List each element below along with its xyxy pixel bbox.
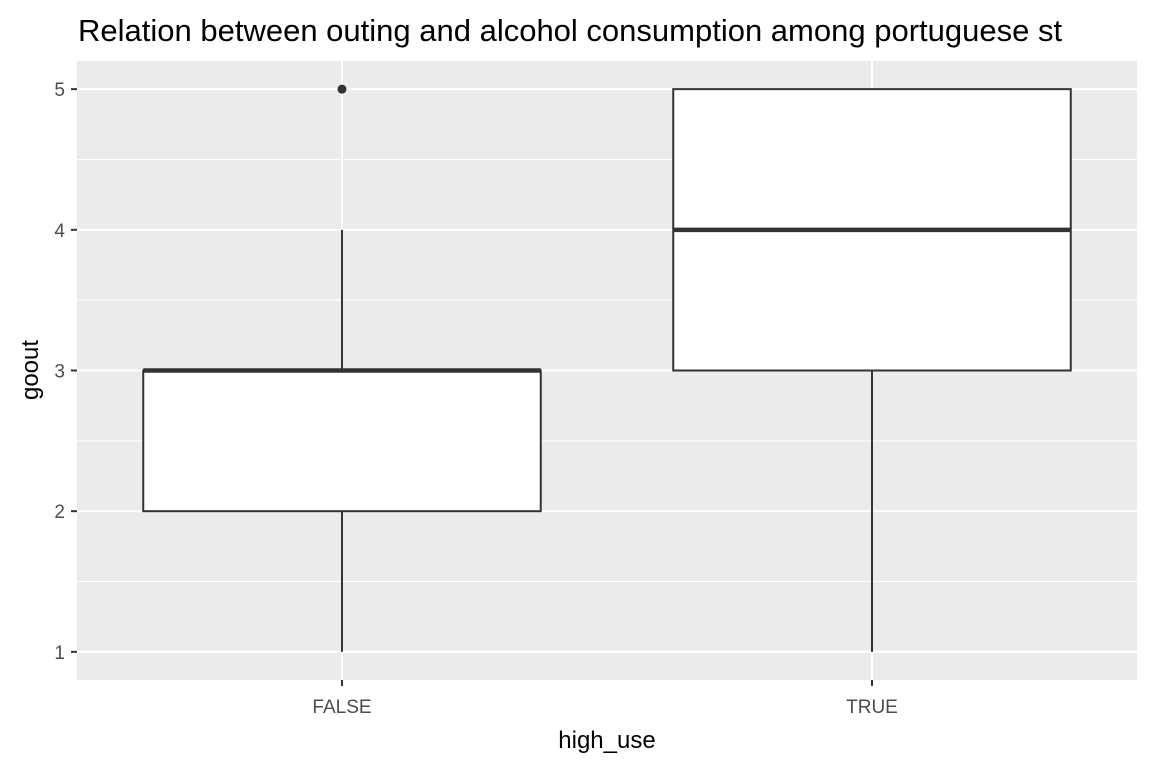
box-true <box>672 88 1072 652</box>
boxes-layer <box>142 84 1072 652</box>
y-tick-label: 2 <box>54 502 65 523</box>
outlier-point <box>337 84 347 94</box>
chart-title: Relation between outing and alcohol cons… <box>78 13 1062 48</box>
x-tick-label: TRUE <box>846 697 898 718</box>
y-tick-label: 5 <box>54 80 65 101</box>
box-body <box>142 369 542 513</box>
y-tick-label: 4 <box>54 221 65 242</box>
x-axis-title: high_use <box>558 727 655 754</box>
x-tick-label: FALSE <box>312 697 371 718</box>
y-tick-label: 3 <box>54 362 65 383</box>
x-axis-ticks: FALSE TRUE <box>312 680 898 718</box>
box-false <box>142 84 542 652</box>
y-axis-ticks: 1 2 3 4 5 <box>54 80 77 664</box>
y-tick-label: 1 <box>54 643 65 664</box>
y-axis-title: goout <box>17 340 44 400</box>
